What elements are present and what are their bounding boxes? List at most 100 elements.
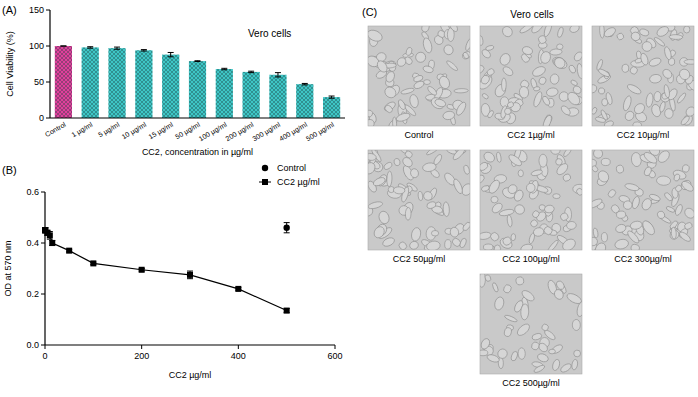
micrograph-frame	[368, 150, 470, 250]
axis-title: CC2, concentration in µg/ml	[142, 147, 253, 157]
cell-texture	[663, 191, 673, 201]
cell-texture	[645, 93, 654, 108]
cell-texture	[397, 99, 407, 111]
cell-texture	[642, 150, 658, 165]
cell-texture	[480, 64, 485, 74]
cell-texture	[629, 65, 639, 75]
error-bar	[168, 52, 174, 56]
micrograph-frame	[592, 150, 694, 250]
cell-texture	[429, 95, 446, 111]
bar	[82, 47, 99, 118]
title: Vero cells	[510, 9, 553, 20]
cell-texture	[368, 28, 384, 43]
cell-texture	[531, 210, 540, 219]
cell-texture	[575, 187, 582, 196]
bar	[189, 61, 206, 118]
cell-texture	[443, 202, 450, 217]
cell-texture	[663, 84, 670, 98]
bar-hatch	[108, 48, 125, 118]
cell-texture	[462, 51, 470, 59]
cell-texture	[592, 107, 598, 115]
cell-texture	[445, 60, 458, 72]
cell-texture	[556, 44, 563, 50]
cell-texture	[372, 225, 386, 240]
cell-texture	[573, 350, 581, 357]
cell-texture	[414, 51, 427, 64]
cell-texture	[566, 221, 576, 230]
cell-texture	[557, 27, 564, 38]
cell-texture	[648, 56, 662, 67]
cell-texture	[480, 350, 488, 356]
error-cap	[47, 231, 53, 232]
cell-texture	[549, 349, 556, 354]
cell-texture	[533, 86, 540, 91]
cell-texture	[368, 200, 383, 210]
cell-texture	[592, 83, 598, 94]
cell-texture	[480, 74, 491, 85]
cell-texture	[541, 114, 553, 126]
tick-label: 0	[42, 351, 47, 361]
error-cap	[195, 61, 201, 62]
error-cap	[168, 52, 174, 53]
caption: CC2 500µg/ml	[502, 378, 560, 388]
bar-hatch	[55, 46, 72, 118]
line-chart: (B)0.00.20.40.60200400600OD at 570 nmCC2…	[2, 163, 343, 380]
cell-texture	[482, 150, 496, 164]
cell-texture	[531, 333, 542, 341]
caption: CC2 10µg/ml	[617, 130, 670, 140]
cell-texture	[576, 63, 582, 79]
cell-texture	[539, 154, 547, 167]
cell-texture	[571, 359, 578, 370]
cell-texture	[513, 203, 526, 216]
axis-title: OD at 570 nm	[3, 240, 13, 296]
cell-texture	[598, 87, 606, 95]
bar-hatch	[243, 72, 260, 118]
legend-marker	[262, 179, 268, 185]
tick-label: 0.2	[26, 289, 39, 299]
cell-texture	[623, 200, 633, 210]
cell-texture	[531, 169, 543, 177]
cell-texture	[551, 150, 560, 154]
cell-texture	[601, 232, 607, 242]
bar	[243, 72, 260, 118]
micrograph-frame	[368, 26, 470, 126]
bar-hatch	[216, 69, 233, 118]
category-label: 1 µg/ml	[70, 121, 94, 140]
error-cap	[221, 69, 227, 70]
cell-texture	[630, 244, 640, 250]
cell-texture	[384, 104, 394, 114]
cell-texture	[484, 274, 492, 282]
point	[283, 225, 289, 231]
cell-texture	[393, 186, 405, 194]
cell-texture	[665, 205, 675, 213]
micrograph	[480, 26, 582, 126]
cell-texture	[405, 47, 413, 57]
point	[235, 286, 241, 292]
axis-title: CC2 µg/ml	[169, 370, 212, 380]
error-cap	[87, 48, 93, 49]
cell-texture	[653, 36, 666, 47]
error-cap	[141, 51, 147, 52]
error-cap	[141, 49, 147, 50]
cell-texture	[461, 50, 470, 60]
micrograph	[368, 150, 470, 250]
error-bar	[284, 309, 290, 313]
cell-texture	[518, 170, 524, 177]
cell-texture	[444, 239, 451, 249]
category-label: 200 µg/ml	[224, 121, 255, 144]
error-stem	[277, 73, 278, 77]
tick-label: 400	[231, 351, 246, 361]
cell-texture	[543, 26, 554, 37]
point	[49, 240, 55, 246]
cell-texture	[383, 161, 394, 171]
cell-texture	[480, 161, 493, 175]
error-bar	[248, 71, 254, 72]
cell-texture	[541, 95, 550, 106]
cell-texture	[496, 347, 509, 360]
category-label: 500 µg/ml	[305, 121, 336, 144]
bar	[296, 84, 313, 118]
cell-texture	[413, 75, 424, 83]
cell-texture	[678, 230, 692, 243]
tick-label: 0.0	[26, 340, 39, 350]
point	[66, 248, 72, 254]
